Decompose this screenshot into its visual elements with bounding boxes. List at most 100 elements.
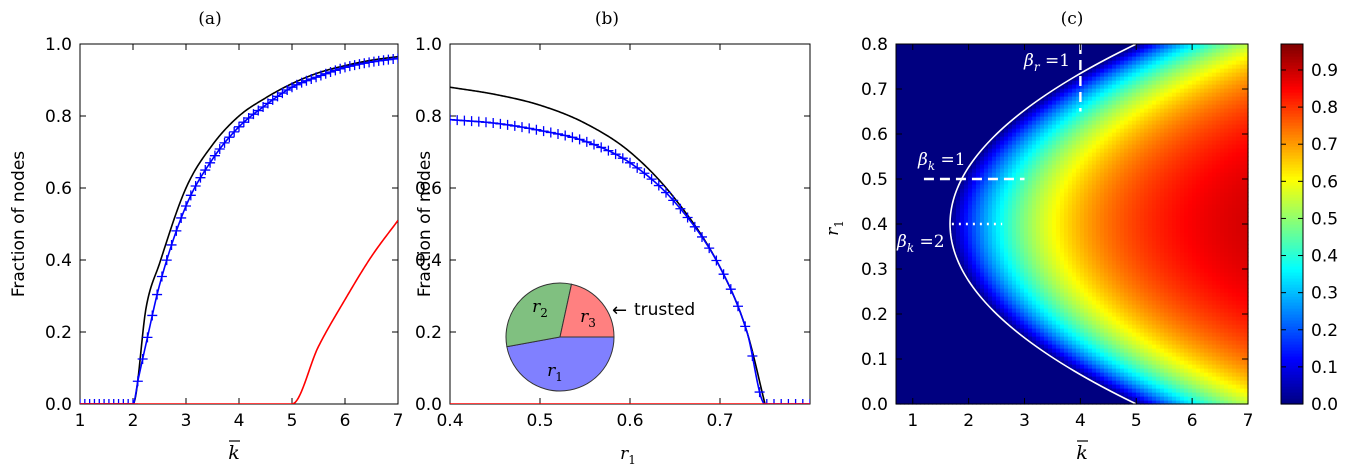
heatmap-cell <box>1076 368 1081 373</box>
heatmap-cell <box>972 344 977 349</box>
heatmap-cell <box>1164 204 1169 209</box>
heatmap-cell <box>1084 344 1089 349</box>
heatmap-cell <box>1228 372 1233 377</box>
heatmap-cell <box>988 268 993 273</box>
panel-b-blue-marker <box>632 162 643 173</box>
heatmap-cell <box>904 216 909 221</box>
heatmap-cell <box>1084 224 1089 229</box>
heatmap-cell <box>1032 216 1037 221</box>
heatmap-cell <box>1064 232 1069 237</box>
heatmap-cell <box>1112 328 1117 333</box>
heatmap-cell <box>972 264 977 269</box>
heatmap-cell <box>908 204 913 209</box>
heatmap-cell <box>988 352 993 357</box>
heatmap-cell <box>1224 236 1229 241</box>
heatmap-cell <box>1236 280 1241 285</box>
heatmap-cell <box>1040 400 1045 405</box>
heatmap-cell <box>972 228 977 233</box>
heatmap-cell <box>1068 292 1073 297</box>
heatmap-cell <box>1140 244 1145 249</box>
heatmap-cell <box>896 352 901 357</box>
heatmap-cell <box>964 320 969 325</box>
heatmap-cell <box>956 372 961 377</box>
heatmap-cell <box>1020 272 1025 277</box>
heatmap-cell <box>928 340 933 345</box>
heatmap-cell <box>956 276 961 281</box>
heatmap-cell <box>1188 252 1193 257</box>
heatmap-cell <box>912 256 917 261</box>
heatmap-cell <box>1212 356 1217 361</box>
panel-b-xtick-label: 0.4 <box>436 411 463 431</box>
heatmap-cell <box>996 248 1001 253</box>
heatmap-cell <box>1172 344 1177 349</box>
heatmap-cell <box>1228 264 1233 269</box>
heatmap-cell <box>940 248 945 253</box>
heatmap-cell <box>1040 264 1045 269</box>
heatmap-cell <box>980 188 985 193</box>
heatmap-cell <box>1000 212 1005 217</box>
heatmap-cell <box>976 324 981 329</box>
heatmap-cell <box>1192 308 1197 313</box>
panel-c-label: (c) <box>1061 9 1084 29</box>
heatmap-cell <box>1104 312 1109 317</box>
heatmap-cell <box>1044 344 1049 349</box>
heatmap-cell <box>948 392 953 397</box>
heatmap-cell <box>1180 252 1185 257</box>
heatmap-cell <box>1216 396 1221 401</box>
heatmap-cell <box>964 356 969 361</box>
heatmap-cell <box>1056 344 1061 349</box>
heatmap-cell <box>980 284 985 289</box>
heatmap-cell <box>928 252 933 257</box>
heatmap-cell <box>900 228 905 233</box>
heatmap-cell <box>984 236 989 241</box>
heatmap-cell <box>1004 280 1009 285</box>
heatmap-cell <box>1244 220 1249 225</box>
heatmap-cell <box>1100 300 1105 305</box>
heatmap-cell <box>1012 352 1017 357</box>
heatmap-cell <box>960 352 965 357</box>
heatmap-cell <box>1076 264 1081 269</box>
heatmap-cell <box>1056 244 1061 249</box>
heatmap-cell <box>1212 244 1217 249</box>
heatmap-cell <box>1164 340 1169 345</box>
heatmap-cell <box>1124 340 1129 345</box>
heatmap-cell <box>1004 316 1009 321</box>
heatmap-cell <box>1052 292 1057 297</box>
heatmap-cell <box>1044 376 1049 381</box>
heatmap-cell <box>1100 376 1105 381</box>
heatmap-cell <box>1004 220 1009 225</box>
heatmap-cell <box>1144 260 1149 265</box>
heatmap-cell <box>904 276 909 281</box>
heatmap-cell <box>976 396 981 401</box>
heatmap-cell <box>1004 304 1009 309</box>
heatmap-cell <box>1152 304 1157 309</box>
heatmap-cell <box>1140 220 1145 225</box>
heatmap-cell <box>1100 304 1105 309</box>
heatmap-cell <box>916 272 921 277</box>
panel-b-blue-marker <box>740 321 751 332</box>
heatmap-cell <box>1012 208 1017 213</box>
heatmap-cell <box>956 252 961 257</box>
heatmap-cell <box>1028 280 1033 285</box>
heatmap-cell <box>1092 256 1097 261</box>
heatmap-cell <box>916 296 921 301</box>
heatmap-cell <box>1224 364 1229 369</box>
heatmap-cell <box>1152 280 1157 285</box>
heatmap-cell <box>948 300 953 305</box>
panel-b-ytick-label: 0.2 <box>415 323 442 343</box>
heatmap-cell <box>1076 240 1081 245</box>
heatmap-cell <box>1116 196 1121 201</box>
heatmap-cell <box>1136 192 1141 197</box>
heatmap-cell <box>1044 272 1049 277</box>
heatmap-cell <box>1056 328 1061 333</box>
heatmap-cell <box>1048 336 1053 341</box>
heatmap-cell <box>1060 376 1065 381</box>
heatmap-cell <box>1148 212 1153 217</box>
panel-b-xtick-label: 0.5 <box>526 411 553 431</box>
heatmap-cell <box>1140 256 1145 261</box>
heatmap-cell <box>1008 312 1013 317</box>
heatmap-cell <box>984 196 989 201</box>
heatmap-cell <box>1100 260 1105 265</box>
heatmap-cell <box>1008 196 1013 201</box>
heatmap-cell <box>1068 188 1073 193</box>
